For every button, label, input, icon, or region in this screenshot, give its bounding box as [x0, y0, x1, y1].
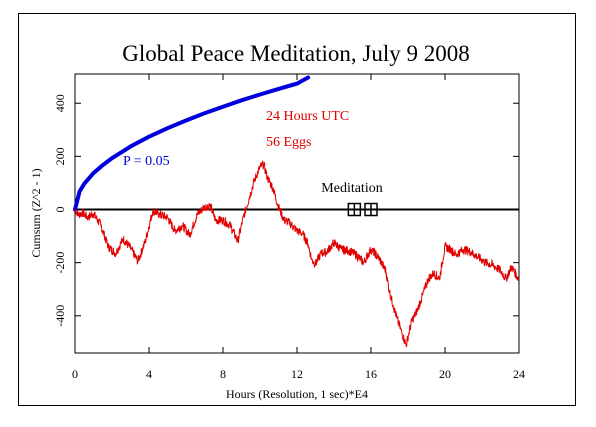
chart-title: Global Peace Meditation, July 9 2008 [122, 41, 470, 66]
axis-ticks: 0 4 8 12 16 20 24 -400 -200 0 200 400 [53, 74, 525, 381]
x-tick-label: 16 [365, 367, 377, 381]
y-tick-label: 0 [53, 207, 67, 213]
y-tick-label: 400 [53, 94, 67, 112]
x-tick-label: 8 [220, 367, 226, 381]
x-tick-label: 0 [72, 367, 78, 381]
x-tick-label: 12 [291, 367, 303, 381]
x-axis-label: Hours (Resolution, 1 sec)*E4 [226, 387, 368, 401]
y-axis-label: Cumsum (Z^2 - 1) [29, 168, 43, 257]
annotation-probability: P = 0.05 [123, 154, 170, 169]
annotation-meditation: Meditation [321, 181, 382, 196]
x-tick-label: 4 [146, 367, 152, 381]
y-tick-label: -200 [53, 252, 67, 274]
meditation-markers [347, 202, 378, 217]
probability-envelope-line [73, 75, 311, 212]
x-tick-label: 24 [513, 367, 525, 381]
annotation-hours: 24 Hours UTC [266, 109, 349, 124]
cumsum-series-line [74, 160, 520, 348]
x-tick-label: 20 [439, 367, 451, 381]
annotation-eggs: 56 Eggs [266, 135, 312, 150]
y-tick-label: -400 [53, 305, 67, 327]
y-tick-label: 200 [53, 147, 67, 165]
